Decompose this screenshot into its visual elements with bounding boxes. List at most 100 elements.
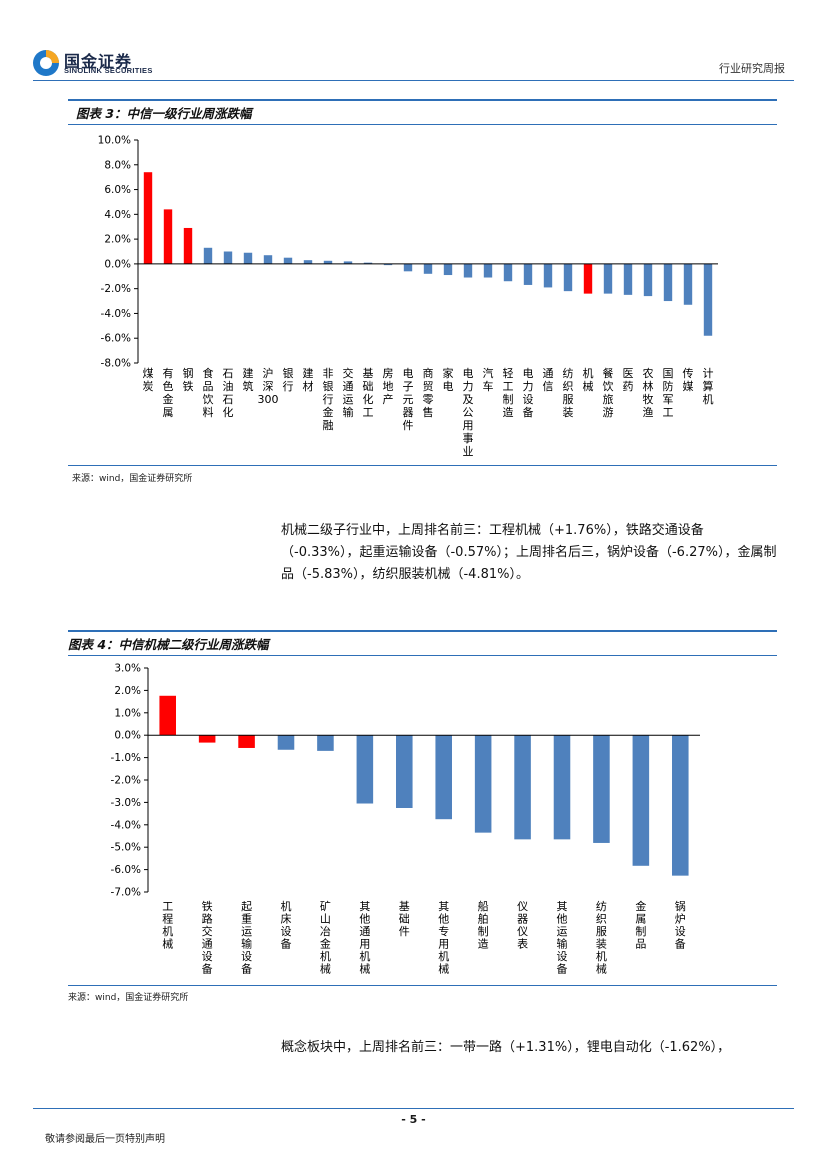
bar	[593, 735, 610, 843]
bar	[243, 252, 253, 264]
figure4-title: 图表 4：中信机械二级行业周涨跌幅	[68, 637, 269, 652]
logo-text-cn: 国金证券	[64, 52, 133, 71]
header-divider	[33, 80, 794, 81]
x-category-label: 电子元器件	[403, 367, 414, 432]
bar	[423, 263, 433, 274]
bar	[643, 263, 653, 297]
x-category-label: 建筑	[243, 366, 254, 393]
bar	[703, 263, 713, 336]
y-tick-label: -4.0%	[111, 819, 141, 831]
x-category-label: 起重运输设备	[241, 900, 252, 976]
y-tick-label: -3.0%	[111, 797, 141, 809]
x-category-label: 工程机械	[162, 900, 173, 951]
x-category-label: 基础化工	[363, 367, 374, 419]
bar	[503, 263, 513, 282]
page-number: - 5 -	[401, 1113, 426, 1126]
figure3-chart: 10.0% 8.0% 6.0% 4.0% 2.0% 0.0% -2.0% -4.0% -6.0%…	[98, 135, 718, 458]
y-tick-label: -2.0%	[111, 775, 141, 787]
x-category-label: 家电	[443, 366, 454, 393]
x-category-label: 金属制品	[635, 899, 646, 951]
x-category-label: 其他专用机械	[438, 900, 449, 976]
bar	[317, 735, 334, 751]
x-category-label: 计算机	[703, 367, 714, 406]
x-category-label: 银行	[283, 366, 294, 393]
figure3-top-rule	[68, 99, 777, 101]
y-tick-label: 0.0%	[104, 258, 131, 270]
figure3-title: 图表 3：中信一级行业周涨跌幅	[76, 106, 252, 121]
y-tick-label: -8.0%	[101, 358, 131, 370]
bar	[283, 257, 293, 264]
paragraph-concept-summary: 概念板块中，上周排名前三：一带一路（+1.31%），锂电自动化（-1.62%），	[281, 1040, 731, 1055]
paragraph-machinery-summary: 机械二级子行业中，上周排名前三：工程机械（+1.76%），铁路交通设备（-0.3…	[281, 523, 777, 582]
y-tick-label: -1.0%	[111, 752, 141, 764]
y-tick-label: 2.0%	[104, 234, 131, 246]
x-category-label: 医药	[623, 367, 634, 393]
bar	[663, 263, 673, 302]
footer-divider	[33, 1108, 794, 1109]
x-category-label: 钢铁	[183, 367, 194, 393]
x-category-label: 机械	[583, 366, 594, 393]
bar	[563, 263, 573, 292]
y-tick-label: -7.0%	[111, 887, 141, 899]
bar	[303, 260, 313, 264]
bar	[198, 735, 216, 743]
x-category-label: 餐饮旅游	[603, 366, 614, 419]
x-category-label: 建材	[303, 366, 314, 393]
figure3-title-rule	[68, 124, 777, 125]
x-category-label: 国防军工	[663, 367, 674, 419]
y-tick-label: 1.0%	[114, 707, 141, 719]
bar	[363, 262, 373, 264]
bar	[474, 735, 492, 833]
x-category-label: 轻工制造	[503, 366, 514, 419]
y-tick-label: 6.0%	[104, 184, 131, 196]
x-category-label: 矿山冶金机械	[320, 900, 331, 976]
bar	[443, 263, 453, 276]
bar	[277, 735, 295, 750]
x-category-label: 交通运输	[343, 366, 354, 419]
bar	[483, 263, 493, 278]
x-category-label: 基础件	[399, 900, 410, 938]
x-category-label: 有色金属	[163, 366, 174, 419]
x-category-label: 商贸零售	[423, 366, 434, 419]
x-category-label: 纺织服装	[563, 366, 574, 419]
x-category-label: 房地产	[383, 367, 394, 406]
y-tick-label: 0.0%	[114, 730, 141, 742]
y-tick-label: 4.0%	[104, 209, 131, 221]
x-category-label: 铁路交通设备	[202, 900, 213, 976]
x-category-label: 通信	[543, 367, 554, 393]
bar	[238, 735, 255, 748]
bar	[623, 263, 633, 295]
bar	[603, 263, 613, 294]
bar	[263, 255, 273, 264]
bar	[543, 263, 553, 288]
x-category-label: 锅炉设备	[675, 900, 686, 951]
y-tick-label: -5.0%	[111, 842, 141, 854]
figure4-top-rule	[68, 630, 777, 632]
bar	[356, 735, 374, 804]
y-tick-label: -6.0%	[101, 333, 131, 345]
bar	[683, 263, 693, 305]
x-category-label: 仪器仪表	[517, 900, 528, 951]
x-category-label: 其他通用机械	[359, 900, 370, 976]
x-category-label: 纺织服装机械	[596, 899, 607, 976]
logo-text-en: SINOLINK SECURITIES	[64, 66, 153, 75]
x-category-label: 食品饮料	[203, 366, 214, 419]
x-category-label: 沪深 300	[258, 366, 279, 406]
bar	[632, 735, 650, 866]
bar	[553, 735, 571, 840]
bar	[159, 695, 176, 736]
bar	[403, 263, 413, 272]
figure3-bottom-rule	[68, 465, 777, 466]
figure4-bottom-rule	[68, 985, 777, 986]
y-tick-label: 2.0%	[114, 685, 141, 697]
bar	[143, 172, 153, 264]
figure4-chart: 3.0% 2.0% 1.0% 0.0% -1.0% -2.0% -3.0% -4.0% -5.0…	[111, 663, 700, 976]
bar	[514, 735, 531, 840]
y-tick-label: 8.0%	[104, 159, 131, 171]
bar	[396, 735, 413, 808]
x-category-label: 传媒	[683, 367, 694, 393]
figure4-title-rule	[68, 655, 777, 656]
y-tick-label: 10.0%	[98, 135, 131, 147]
bar	[183, 227, 193, 264]
bar	[672, 735, 689, 876]
